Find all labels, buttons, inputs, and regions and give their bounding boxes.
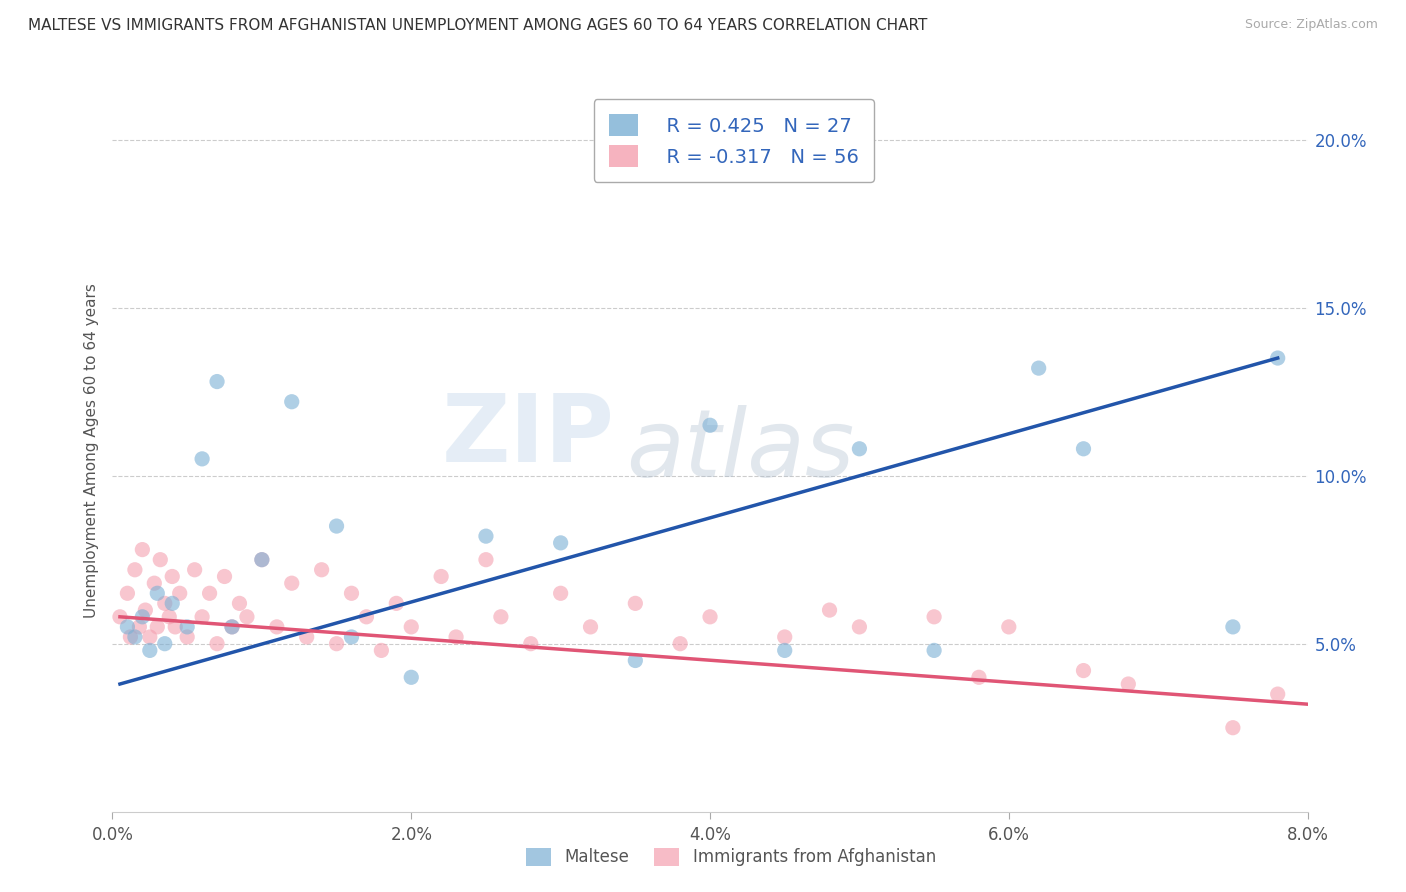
Point <box>340 630 363 644</box>
Point <box>922 609 945 624</box>
Point <box>401 620 423 634</box>
Point <box>475 552 498 566</box>
Point <box>669 637 692 651</box>
Point <box>124 630 146 644</box>
Point <box>1267 351 1289 365</box>
Legend: Maltese, Immigrants from Afghanistan: Maltese, Immigrants from Afghanistan <box>517 839 945 875</box>
Point <box>550 536 572 550</box>
Y-axis label: Unemployment Among Ages 60 to 64 years: Unemployment Among Ages 60 to 64 years <box>83 283 98 618</box>
Point <box>120 630 142 644</box>
Point <box>444 630 467 644</box>
Point <box>162 596 183 610</box>
Text: Source: ZipAtlas.com: Source: ZipAtlas.com <box>1244 18 1378 31</box>
Text: MALTESE VS IMMIGRANTS FROM AFGHANISTAN UNEMPLOYMENT AMONG AGES 60 TO 64 YEARS CO: MALTESE VS IMMIGRANTS FROM AFGHANISTAN U… <box>28 18 928 33</box>
Point <box>221 620 243 634</box>
Point <box>1118 677 1140 691</box>
Point <box>191 609 214 624</box>
Point <box>250 552 273 566</box>
Point <box>848 442 870 456</box>
Point <box>191 451 214 466</box>
Point <box>165 620 187 634</box>
Point <box>183 563 205 577</box>
Point <box>340 586 363 600</box>
Point <box>1222 721 1244 735</box>
Point <box>146 586 169 600</box>
Point <box>134 603 156 617</box>
Point <box>356 609 378 624</box>
Point <box>325 637 347 651</box>
Point <box>1028 361 1050 376</box>
Point <box>214 569 236 583</box>
Point <box>205 637 228 651</box>
Point <box>266 620 288 634</box>
Point <box>108 609 131 624</box>
Point <box>221 620 243 634</box>
Point <box>370 643 392 657</box>
Point <box>624 596 647 610</box>
Point <box>579 620 602 634</box>
Point <box>176 620 198 634</box>
Point <box>281 576 304 591</box>
Point <box>236 609 259 624</box>
Point <box>198 586 221 600</box>
Point <box>385 596 408 610</box>
Point <box>146 620 169 634</box>
Point <box>818 603 841 617</box>
Point <box>128 620 150 634</box>
Point <box>205 375 228 389</box>
Point <box>922 643 945 657</box>
Point <box>149 552 172 566</box>
Point <box>139 643 162 657</box>
Point <box>489 609 512 624</box>
Point <box>624 653 647 667</box>
Point <box>153 637 176 651</box>
Point <box>773 630 796 644</box>
Point <box>1073 442 1095 456</box>
Point <box>176 630 198 644</box>
Point <box>430 569 453 583</box>
Point <box>773 643 796 657</box>
Point <box>295 630 318 644</box>
Point <box>153 596 176 610</box>
Point <box>848 620 870 634</box>
Point <box>157 609 180 624</box>
Point <box>250 552 273 566</box>
Text: atlas: atlas <box>627 405 855 496</box>
Point <box>1222 620 1244 634</box>
Point <box>1267 687 1289 701</box>
Point <box>143 576 166 591</box>
Point <box>967 670 990 684</box>
Point <box>699 609 721 624</box>
Point <box>117 586 139 600</box>
Point <box>311 563 333 577</box>
Point <box>124 563 146 577</box>
Point <box>228 596 250 610</box>
Text: ZIP: ZIP <box>441 390 614 482</box>
Point <box>550 586 572 600</box>
Point <box>131 609 153 624</box>
Point <box>139 630 162 644</box>
Point <box>162 569 183 583</box>
Point <box>998 620 1021 634</box>
Point <box>1073 664 1095 678</box>
Point <box>401 670 423 684</box>
Point <box>325 519 347 533</box>
Point <box>475 529 498 543</box>
Point <box>169 586 191 600</box>
Point <box>281 394 304 409</box>
Point <box>699 418 721 433</box>
Legend:   R = 0.425   N = 27,   R = -0.317   N = 56: R = 0.425 N = 27, R = -0.317 N = 56 <box>593 99 875 182</box>
Point <box>131 542 153 557</box>
Point <box>117 620 139 634</box>
Point <box>520 637 543 651</box>
